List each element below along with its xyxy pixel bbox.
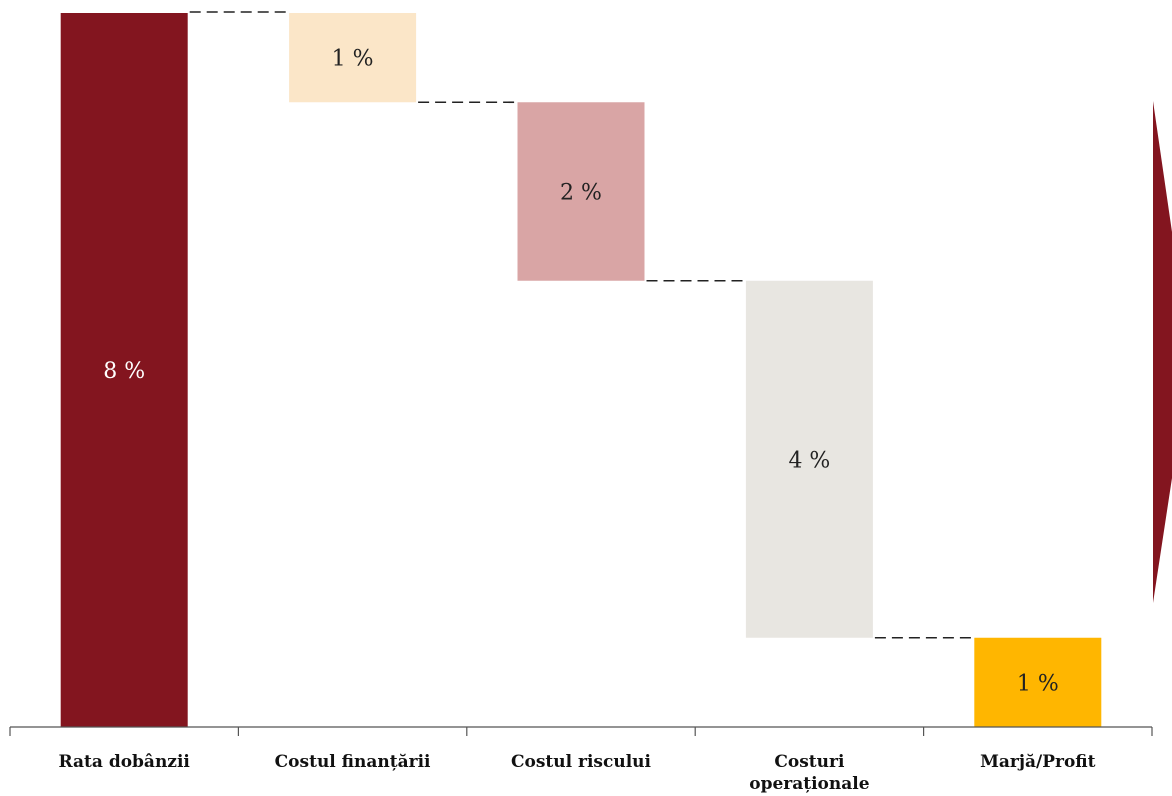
data-labels: 8 % 1 % 2 % 4 % 1 %	[103, 47, 1059, 697]
bar-costuri-operationale	[745, 280, 873, 638]
bar-marja-profit	[974, 637, 1102, 727]
category-label-costul-riscului: Costul riscului	[511, 752, 652, 772]
category-label-marja-profit: Marjă/Profit	[980, 752, 1096, 772]
bar-rata-dobanzii	[60, 13, 188, 727]
data-label-costuri-operationale: 4 %	[788, 448, 830, 473]
bar-costul-finantarii	[289, 13, 417, 103]
data-label-rata-dobanzii: 8 %	[103, 359, 145, 384]
category-label-costuri-operationale: Costuri operaționale	[749, 752, 869, 794]
data-label-costul-finantarii: 1 %	[332, 47, 374, 72]
bars	[60, 13, 1102, 727]
data-label-marja-profit: 1 %	[1017, 671, 1059, 696]
bar-costul-riscului	[517, 102, 645, 281]
x-axis	[9, 726, 1153, 736]
data-label-costul-riscului: 2 %	[560, 181, 602, 206]
category-label-rata-dobanzii: Rata dobânzii	[59, 752, 191, 772]
arrow-shape	[1153, 101, 1172, 603]
category-labels: Rata dobânzii Costul finanțării Costul ris…	[59, 752, 1096, 794]
category-label-costul-finantarii: Costul finanțării	[275, 752, 431, 772]
